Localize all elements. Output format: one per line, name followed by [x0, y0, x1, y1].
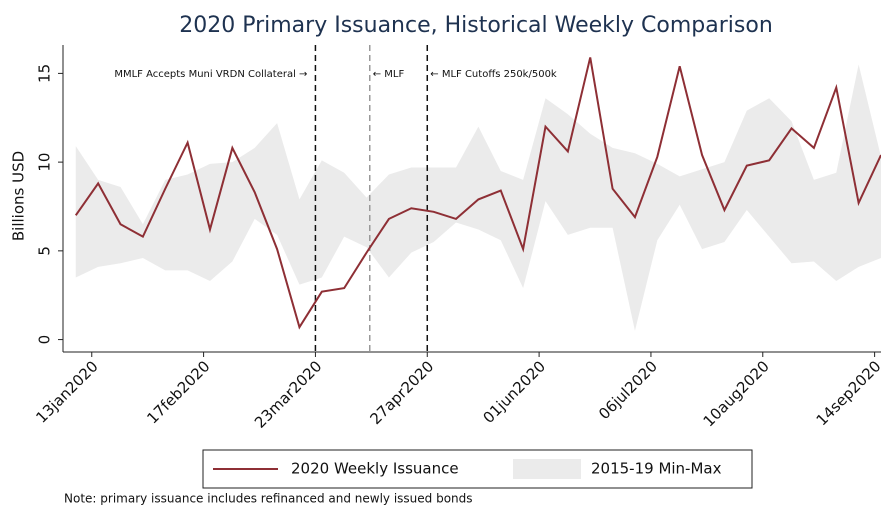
- legend-label: 2015-19 Min-Max: [591, 460, 722, 478]
- chart-title: 2020 Primary Issuance, Historical Weekly…: [179, 13, 773, 38]
- legend-box: [202, 449, 753, 489]
- note: Note: primary issuance includes refinanc…: [64, 492, 473, 506]
- min-max-band: [75, 64, 881, 331]
- y-tick-label: 10: [36, 153, 54, 172]
- event-label: MMLF Accepts Muni VRDN Collateral →: [114, 69, 307, 80]
- issuance-line: [74, 57, 881, 330]
- legend-label: 2020 Weekly Issuance: [291, 460, 459, 478]
- y-axis-label: Billions USD: [10, 151, 28, 241]
- y-tick-label: 15: [36, 64, 54, 83]
- y-tick-label: 0: [36, 335, 54, 345]
- event-label: ← MLF: [373, 69, 405, 80]
- y-tick-label: 5: [36, 246, 54, 256]
- event-label: ← MLF Cutoffs 250k/500k: [430, 69, 557, 80]
- legend-swatch: [513, 459, 581, 479]
